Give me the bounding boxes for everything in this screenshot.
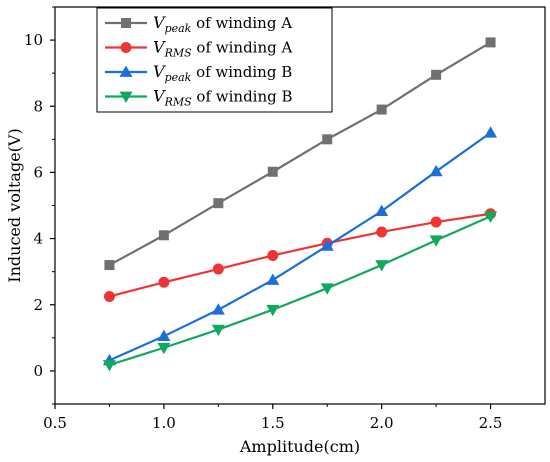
data-point — [485, 37, 496, 48]
y-axis-title: Induced voltage(V) — [5, 128, 24, 282]
y-tick-label: 2 — [33, 296, 43, 314]
x-tick-label: 1.5 — [261, 414, 285, 432]
series-line — [109, 215, 491, 367]
y-tick-label: 0 — [33, 362, 43, 380]
data-point — [431, 69, 442, 80]
y-tick-label: 4 — [33, 230, 43, 248]
data-point — [429, 235, 443, 247]
data-point — [211, 324, 225, 337]
data-point — [320, 239, 334, 251]
series-2 — [103, 208, 497, 302]
data-point — [375, 260, 389, 272]
data-point — [212, 263, 224, 275]
data-point — [157, 342, 171, 355]
data-point — [266, 273, 280, 285]
series-layer — [102, 37, 498, 372]
series-line — [108, 41, 492, 267]
data-point — [430, 216, 442, 228]
data-point — [267, 249, 279, 261]
y-tick-label: 10 — [24, 31, 43, 49]
data-point — [121, 18, 131, 28]
x-tick-label: 1.0 — [152, 414, 176, 432]
series-3 — [102, 126, 498, 366]
series-line — [109, 212, 491, 298]
data-point — [103, 290, 115, 302]
y-tick-label: 8 — [33, 97, 43, 115]
data-point — [158, 276, 170, 288]
x-tick-label: 2.0 — [370, 414, 394, 432]
data-point — [104, 260, 115, 271]
data-point — [157, 329, 171, 342]
legend-item: VRMS of winding B — [105, 87, 293, 109]
data-point — [158, 230, 169, 241]
data-point — [375, 204, 389, 216]
data-point — [376, 226, 388, 238]
data-point — [322, 134, 333, 145]
series-line — [108, 131, 492, 362]
data-point — [119, 91, 133, 103]
data-point — [320, 283, 334, 295]
data-point — [119, 65, 133, 77]
data-point — [211, 303, 225, 315]
data-point — [484, 211, 498, 223]
x-tick-label: 2.5 — [479, 414, 503, 432]
series-4 — [102, 211, 498, 372]
y-tick-label: 6 — [33, 163, 43, 181]
legend-box — [96, 7, 333, 113]
data-point — [267, 166, 278, 177]
data-point — [429, 164, 443, 177]
legend-item: Vpeak of winding B — [105, 62, 292, 84]
x-tick-label: 0.5 — [43, 414, 67, 432]
data-point — [376, 104, 387, 115]
axes-layer: 0.5 1.0 1.5 2.0 2.5 0 2 4 6 8 10 — [24, 6, 546, 432]
legend-label: VRMS of winding A — [153, 38, 293, 60]
legend-item: VRMS of winding A — [105, 38, 293, 60]
data-point — [484, 126, 498, 138]
data-point — [266, 304, 280, 317]
data-point — [120, 42, 132, 53]
legend: Vpeak of winding A VRMS of winding AVpeak… — [96, 7, 333, 113]
data-point — [102, 360, 116, 372]
legend-label: VRMS of winding B — [153, 87, 293, 109]
legend-item: Vpeak of winding A — [105, 13, 292, 35]
legend-label: Vpeak of winding B — [153, 62, 292, 84]
series-1 — [104, 37, 496, 271]
data-point — [213, 198, 224, 209]
x-axis-title: Amplitude(cm) — [239, 437, 360, 456]
legend-label: Vpeak of winding A — [153, 13, 292, 35]
